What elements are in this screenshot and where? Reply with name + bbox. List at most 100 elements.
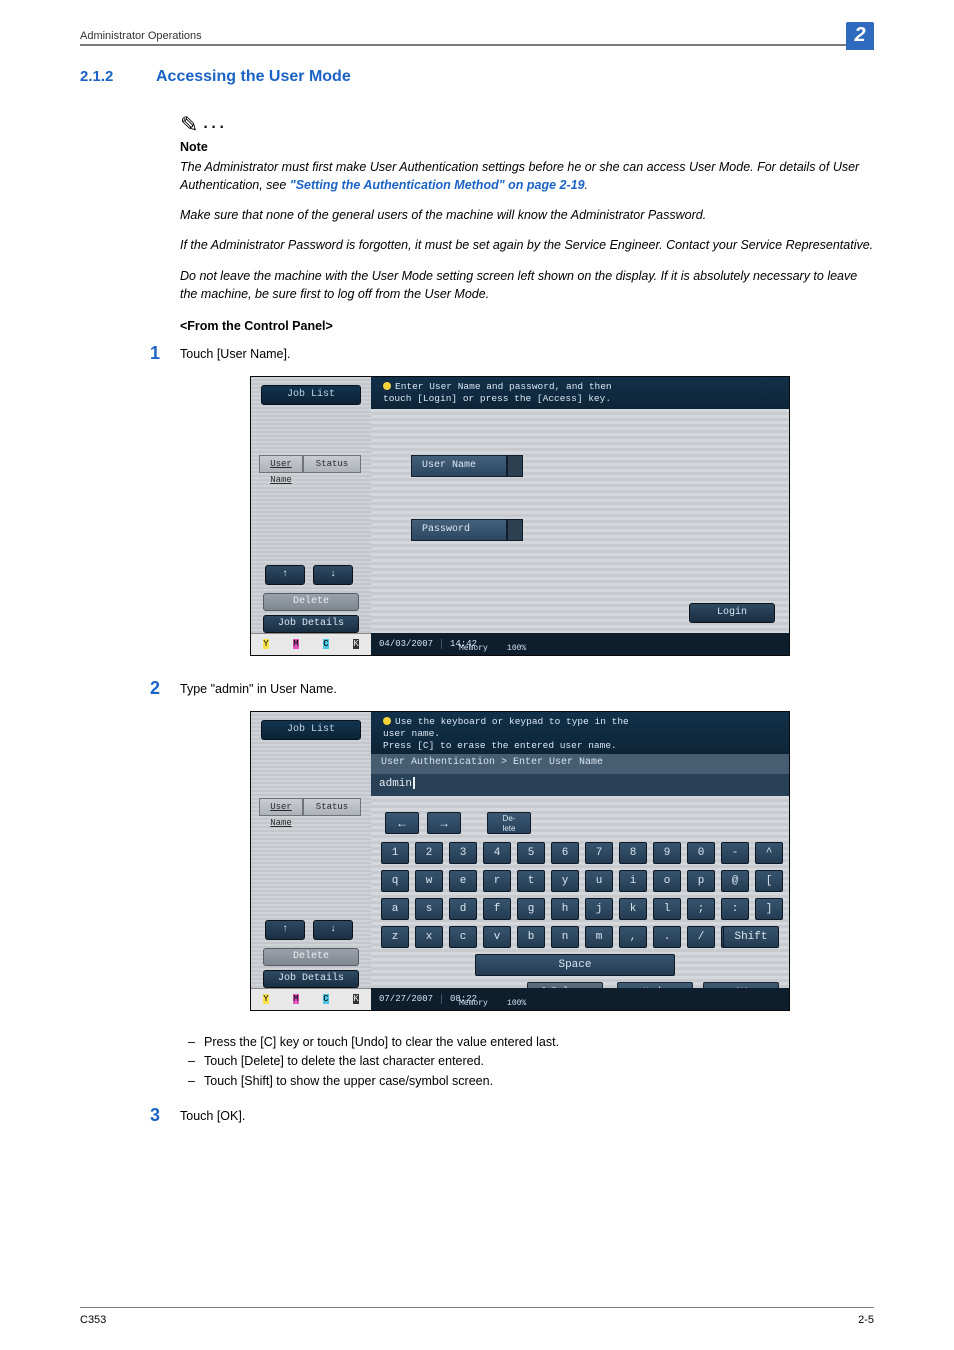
keyboard-key[interactable]: 8	[619, 842, 647, 864]
keyboard-key[interactable]: ;	[687, 898, 715, 920]
job-details-button[interactable]: Job Details	[263, 970, 359, 988]
panel-body: ← → De- lete 1234567890-^ qwertyuiop @ [ asd…	[371, 796, 789, 988]
user-name-field-stub[interactable]	[507, 455, 523, 477]
space-key[interactable]: Space	[475, 954, 675, 976]
subheading: <From the Control Panel>	[180, 319, 874, 333]
keyboard-key[interactable]: 9	[653, 842, 681, 864]
panel-banner-text: Enter User Name and password, and then t…	[383, 381, 612, 405]
bullet-text: Touch [Delete] to delete the last charac…	[204, 1054, 484, 1068]
arrow-right-button[interactable]: →	[427, 812, 461, 834]
keyboard-key[interactable]: 2	[415, 842, 443, 864]
panel-banner: Enter User Name and password, and then t…	[371, 377, 789, 409]
status-date: 04/03/2007	[371, 639, 441, 649]
keyboard-key[interactable]: 6	[551, 842, 579, 864]
keyboard-key[interactable]: 1	[381, 842, 409, 864]
arrow-down-button[interactable]: ↓	[313, 920, 353, 940]
keyboard-key[interactable]: i	[619, 870, 647, 892]
note-link[interactable]: "Setting the Authentication Method" on p…	[290, 178, 585, 192]
delete-button[interactable]: Delete	[263, 593, 359, 611]
chapter-tag: 2	[846, 22, 874, 50]
keyboard-key[interactable]: a	[381, 898, 409, 920]
panel-status-bar: 07/27/2007 08:22 Memory 100%	[371, 988, 789, 1010]
arrow-left-button[interactable]: ←	[385, 812, 419, 834]
keyboard-key[interactable]: k	[619, 898, 647, 920]
keyboard-key[interactable]: ,	[619, 926, 647, 948]
keyboard-key[interactable]: l	[653, 898, 681, 920]
keyboard-key[interactable]: u	[585, 870, 613, 892]
job-list-button[interactable]: Job List	[261, 720, 361, 740]
keyboard-key[interactable]: g	[517, 898, 545, 920]
keyboard-key[interactable]: [	[755, 870, 783, 892]
user-name-tab[interactable]: User Name	[259, 798, 303, 816]
keyboard-key[interactable]: e	[449, 870, 477, 892]
bullet-item: –Press the [C] key or touch [Undo] to cl…	[188, 1033, 874, 1052]
keyboard-key[interactable]: s	[415, 898, 443, 920]
keyboard-key[interactable]: /	[687, 926, 715, 948]
status-tab[interactable]: Status	[303, 798, 361, 816]
keyboard-key[interactable]: 4	[483, 842, 511, 864]
keyboard-key[interactable]: ^	[755, 842, 783, 864]
bullet-text: Touch [Shift] to show the upper case/sym…	[204, 1074, 493, 1088]
breadcrumb: User Authentication > Enter User Name	[371, 754, 789, 774]
job-list-button[interactable]: Job List	[261, 385, 361, 405]
arrow-up-button[interactable]: ↑	[265, 565, 305, 585]
bullet-text: Press the [C] key or touch [Undo] to cle…	[204, 1035, 559, 1049]
keyboard-key[interactable]: c	[449, 926, 477, 948]
section-title: Accessing the User Mode	[156, 68, 351, 86]
keyboard-key[interactable]: :	[721, 898, 749, 920]
keyboard-key[interactable]: q	[381, 870, 409, 892]
status-date: 07/27/2007	[371, 994, 441, 1004]
footer-left: C353	[80, 1314, 106, 1326]
keyboard-key[interactable]: h	[551, 898, 579, 920]
keyboard-key[interactable]: m	[585, 926, 613, 948]
login-button[interactable]: Login	[689, 603, 775, 623]
keyboard-key[interactable]: ]	[755, 898, 783, 920]
note-dots: ...	[202, 110, 226, 132]
keyboard-key[interactable]: y	[551, 870, 579, 892]
step-text: Touch [OK].	[180, 1105, 245, 1123]
delete-char-button[interactable]: De- lete	[487, 812, 531, 834]
keyboard-key[interactable]: f	[483, 898, 511, 920]
keyboard-key[interactable]: .	[653, 926, 681, 948]
top-rule: 2	[80, 44, 874, 46]
keyboard-key[interactable]: 7	[585, 842, 613, 864]
status-tab[interactable]: Status	[303, 455, 361, 473]
keyboard-key[interactable]: 5	[517, 842, 545, 864]
keyboard-key[interactable]: -	[721, 842, 749, 864]
keyboard-key[interactable]: 3	[449, 842, 477, 864]
keyboard-key[interactable]: z	[381, 926, 409, 948]
arrow-down-button[interactable]: ↓	[313, 565, 353, 585]
keyboard-key[interactable]: 0	[687, 842, 715, 864]
keyboard-key[interactable]: d	[449, 898, 477, 920]
keyboard-key[interactable]: x	[415, 926, 443, 948]
arrow-up-button[interactable]: ↑	[265, 920, 305, 940]
entry-bar[interactable]: admin	[371, 774, 789, 796]
toner-status: Y M C K	[251, 988, 371, 1010]
panel-sidebar: Job List User Name Status ↑ ↓ Delete Job…	[251, 712, 371, 1010]
job-details-button[interactable]: Job Details	[263, 615, 359, 633]
keyboard-key[interactable]: @	[721, 870, 749, 892]
keyboard-key[interactable]: w	[415, 870, 443, 892]
status-memory-pct: 100%	[507, 644, 526, 653]
shift-key[interactable]: Shift	[723, 926, 779, 948]
panel-status-bar: 04/03/2007 14:42 Memory 100%	[371, 633, 789, 655]
bullet-item: –Touch [Shift] to show the upper case/sy…	[188, 1072, 874, 1091]
toner-c: C	[323, 994, 328, 1004]
keyboard-key[interactable]: p	[687, 870, 715, 892]
step-number: 2	[140, 678, 160, 699]
toner-k: K	[353, 994, 358, 1004]
user-name-tab[interactable]: User Name	[259, 455, 303, 473]
keyboard-key[interactable]: b	[517, 926, 545, 948]
user-name-label-button[interactable]: User Name	[411, 455, 507, 477]
keyboard-key[interactable]: r	[483, 870, 511, 892]
keyboard-key[interactable]: j	[585, 898, 613, 920]
keyboard-key[interactable]: v	[483, 926, 511, 948]
delete-button[interactable]: Delete	[263, 948, 359, 966]
screenshot-keyboard-panel: Job List User Name Status ↑ ↓ Delete Job…	[250, 711, 790, 1011]
keyboard-key[interactable]: n	[551, 926, 579, 948]
keyboard-key[interactable]: o	[653, 870, 681, 892]
toner-c: C	[323, 639, 328, 649]
keyboard-key[interactable]: t	[517, 870, 545, 892]
password-label-button[interactable]: Password	[411, 519, 507, 541]
password-field-stub[interactable]	[507, 519, 523, 541]
